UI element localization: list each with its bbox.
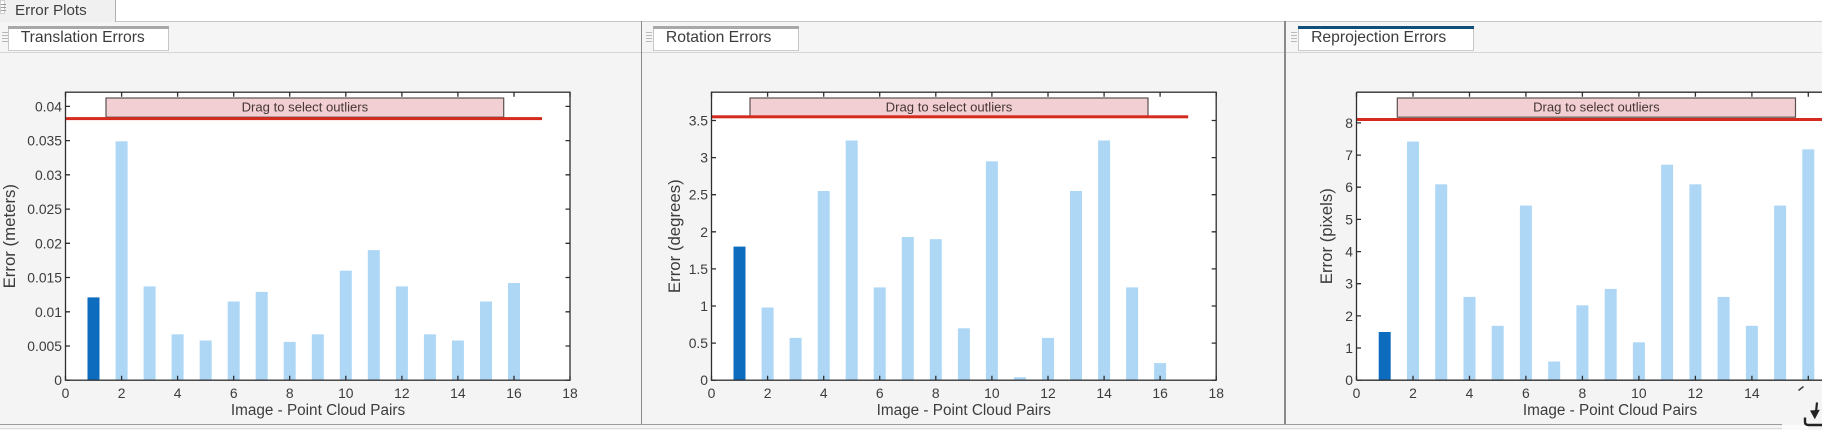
svg-text:18: 18: [562, 385, 578, 401]
svg-text:0: 0: [62, 385, 70, 401]
svg-text:7: 7: [1345, 147, 1353, 163]
svg-text:4: 4: [174, 385, 182, 401]
svg-text:14: 14: [450, 385, 466, 401]
svg-text:1: 1: [1345, 340, 1353, 356]
svg-text:Image - Point Cloud Pairs: Image - Point Cloud Pairs: [231, 402, 406, 419]
svg-text:0.015: 0.015: [27, 270, 62, 286]
svg-text:0: 0: [700, 372, 708, 388]
svg-text:0.035: 0.035: [27, 133, 62, 149]
svg-text:2.5: 2.5: [689, 187, 709, 203]
svg-text:Error (meters): Error (meters): [0, 184, 19, 288]
svg-text:8: 8: [932, 385, 940, 401]
svg-text:0: 0: [1353, 385, 1361, 401]
svg-text:1.5: 1.5: [689, 261, 709, 277]
svg-text:16: 16: [1152, 385, 1168, 401]
svg-text:2: 2: [1345, 308, 1353, 324]
svg-text:12: 12: [394, 385, 410, 401]
svg-text:2: 2: [764, 385, 772, 401]
svg-text:1: 1: [700, 298, 708, 314]
svg-text:0: 0: [1345, 372, 1353, 388]
svg-text:6: 6: [876, 385, 884, 401]
svg-text:10: 10: [984, 385, 1000, 401]
svg-text:0.005: 0.005: [27, 338, 62, 354]
svg-text:3: 3: [700, 150, 708, 166]
svg-text:6: 6: [230, 385, 238, 401]
svg-text:2: 2: [118, 385, 126, 401]
svg-text:0.04: 0.04: [35, 98, 62, 114]
svg-text:0.5: 0.5: [689, 335, 709, 351]
svg-text:Image - Point Cloud Pairs: Image - Point Cloud Pairs: [1523, 402, 1698, 419]
svg-text:16: 16: [506, 385, 522, 401]
svg-text:8: 8: [286, 385, 294, 401]
svg-text:0.03: 0.03: [35, 167, 62, 183]
svg-text:Drag to select outliers: Drag to select outliers: [1533, 99, 1660, 114]
svg-text:Drag to select outliers: Drag to select outliers: [886, 99, 1013, 114]
svg-text:2: 2: [700, 224, 708, 240]
svg-text:10: 10: [1631, 385, 1647, 401]
svg-text:10: 10: [338, 385, 354, 401]
svg-text:18: 18: [1208, 385, 1224, 401]
svg-text:4: 4: [1466, 385, 1474, 401]
svg-text:12: 12: [1040, 385, 1056, 401]
svg-text:6: 6: [1522, 385, 1530, 401]
svg-text:3: 3: [1345, 276, 1353, 292]
svg-text:0.01: 0.01: [35, 304, 62, 320]
svg-text:0: 0: [54, 372, 62, 388]
svg-text:Image - Point Cloud Pairs: Image - Point Cloud Pairs: [877, 402, 1052, 419]
svg-text:0: 0: [708, 385, 716, 401]
svg-text:0.02: 0.02: [35, 235, 62, 251]
svg-text:4: 4: [1345, 244, 1353, 260]
svg-text:Error (pixels): Error (pixels): [1317, 188, 1336, 284]
svg-text:0.025: 0.025: [27, 201, 62, 217]
svg-text:6: 6: [1345, 179, 1353, 195]
svg-text:8: 8: [1345, 115, 1353, 131]
svg-text:5: 5: [1345, 211, 1353, 227]
svg-text:14: 14: [1744, 385, 1760, 401]
svg-text:Drag to select outliers: Drag to select outliers: [242, 99, 369, 114]
svg-text:2: 2: [1409, 385, 1417, 401]
svg-text:8: 8: [1579, 385, 1587, 401]
svg-text:14: 14: [1096, 385, 1112, 401]
svg-text:3.5: 3.5: [689, 113, 709, 129]
svg-text:Error (degrees): Error (degrees): [665, 179, 684, 293]
svg-text:12: 12: [1688, 385, 1704, 401]
svg-text:4: 4: [820, 385, 828, 401]
